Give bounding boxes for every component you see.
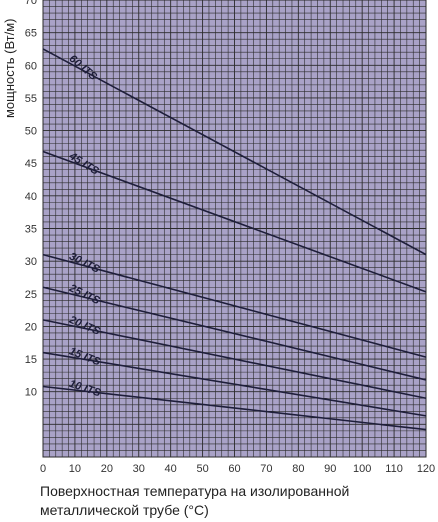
x-tick-label: 90 <box>324 463 336 475</box>
y-tick-label: 35 <box>25 224 37 236</box>
x-tick-label: 60 <box>228 463 240 475</box>
grid <box>42 0 427 458</box>
y-tick-label: 20 <box>25 321 37 333</box>
x-tick-label: 120 <box>417 463 435 475</box>
x-axis-label-line-2: металлической трубе (°С) <box>40 502 209 518</box>
x-axis-ticks: 0 10 20 30 40 50 60 70 80 90 100 110 120 <box>40 463 435 475</box>
series-line <box>42 286 427 381</box>
y-tick-label: 55 <box>25 93 37 105</box>
series-lines <box>42 48 427 431</box>
y-tick-label: 65 <box>25 28 37 40</box>
y-tick-label: 25 <box>25 289 37 301</box>
series-line <box>42 150 427 293</box>
x-tick-label: 110 <box>385 463 403 475</box>
y-tick-label: 50 <box>25 126 37 138</box>
y-tick-label: 10 <box>25 387 37 399</box>
x-tick-label: 10 <box>69 463 81 475</box>
y-tick-label: 15 <box>25 354 37 366</box>
series-line <box>42 253 427 358</box>
series-line <box>42 48 427 256</box>
x-tick-label: 30 <box>133 463 145 475</box>
x-tick-label: 100 <box>353 463 371 475</box>
y-tick-label: 45 <box>25 158 37 170</box>
x-tick-label: 70 <box>260 463 272 475</box>
x-tick-label: 40 <box>165 463 177 475</box>
x-axis-label-line-1: Поверхностная температура на изолированн… <box>40 483 350 499</box>
series-line <box>42 351 427 417</box>
x-tick-label: 20 <box>101 463 113 475</box>
y-tick-label: 70 <box>25 0 37 7</box>
series-line <box>42 385 427 431</box>
y-axis-label: мощность (Вт/м) <box>2 18 17 118</box>
x-tick-label: 0 <box>40 463 46 475</box>
y-tick-label: 30 <box>25 256 37 268</box>
y-tick-label: 40 <box>25 191 37 203</box>
x-tick-label: 80 <box>292 463 304 475</box>
x-axis-label: Поверхностная температура на изолированн… <box>40 482 430 520</box>
series-line <box>42 319 427 400</box>
y-axis-ticks: 10 15 20 25 30 35 40 45 50 55 60 65 70 <box>25 0 37 399</box>
x-tick-label: 50 <box>196 463 208 475</box>
y-tick-label: 60 <box>25 60 37 72</box>
